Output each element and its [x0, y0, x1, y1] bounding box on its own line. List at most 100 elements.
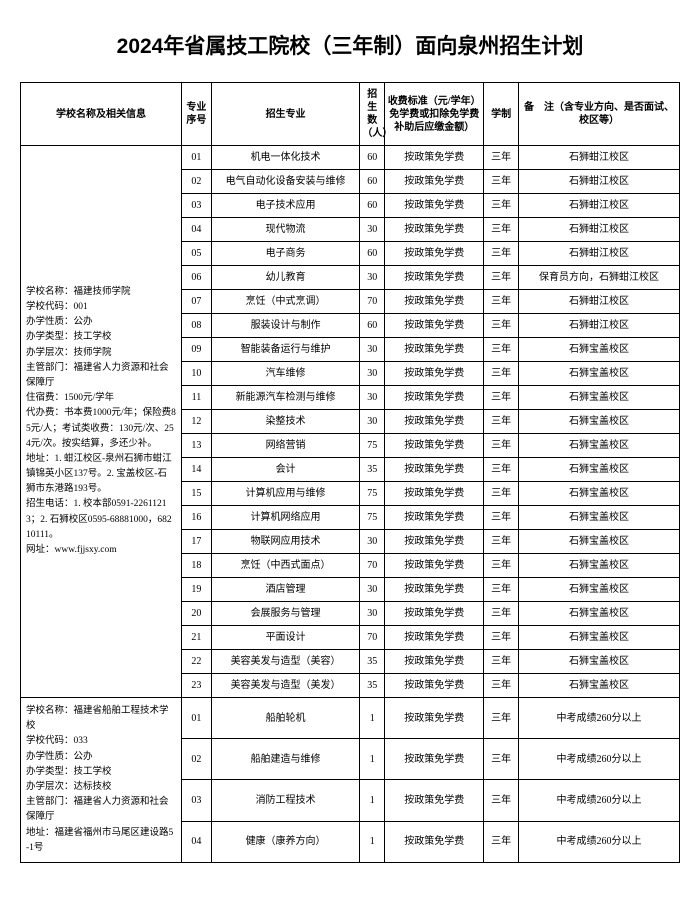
cell-system: 三年 [484, 602, 519, 626]
cell-seq: 13 [182, 434, 212, 458]
cell-count: 30 [360, 578, 385, 602]
cell-fee: 按政策免学费 [385, 410, 484, 434]
cell-major: 健康（康养方向） [211, 821, 360, 862]
cell-seq: 12 [182, 410, 212, 434]
cell-fee: 按政策免学费 [385, 674, 484, 698]
cell-count: 30 [360, 530, 385, 554]
cell-count: 30 [360, 386, 385, 410]
cell-system: 三年 [484, 821, 519, 862]
cell-remark: 中考成绩260分以上 [518, 698, 679, 739]
cell-system: 三年 [484, 506, 519, 530]
cell-fee: 按政策免学费 [385, 170, 484, 194]
cell-fee: 按政策免学费 [385, 194, 484, 218]
cell-system: 三年 [484, 780, 519, 821]
cell-fee: 按政策免学费 [385, 506, 484, 530]
cell-major: 计算机应用与维修 [211, 482, 360, 506]
cell-fee: 按政策免学费 [385, 218, 484, 242]
cell-seq: 09 [182, 338, 212, 362]
cell-major: 船舶轮机 [211, 698, 360, 739]
cell-count: 70 [360, 290, 385, 314]
cell-fee: 按政策免学费 [385, 386, 484, 410]
cell-seq: 08 [182, 314, 212, 338]
cell-count: 30 [360, 602, 385, 626]
cell-major: 电子商务 [211, 242, 360, 266]
cell-seq: 03 [182, 194, 212, 218]
cell-remark: 中考成绩260分以上 [518, 780, 679, 821]
cell-count: 1 [360, 698, 385, 739]
cell-system: 三年 [484, 626, 519, 650]
cell-major: 会计 [211, 458, 360, 482]
cell-remark: 石狮宝盖校区 [518, 410, 679, 434]
cell-system: 三年 [484, 266, 519, 290]
cell-major: 酒店管理 [211, 578, 360, 602]
cell-system: 三年 [484, 242, 519, 266]
cell-system: 三年 [484, 674, 519, 698]
cell-count: 70 [360, 554, 385, 578]
cell-seq: 06 [182, 266, 212, 290]
cell-remark: 石狮宝盖校区 [518, 386, 679, 410]
cell-major: 烹饪（中式烹调） [211, 290, 360, 314]
cell-remark: 石狮蚶江校区 [518, 290, 679, 314]
cell-fee: 按政策免学费 [385, 242, 484, 266]
cell-count: 1 [360, 821, 385, 862]
cell-system: 三年 [484, 650, 519, 674]
cell-seq: 18 [182, 554, 212, 578]
cell-count: 30 [360, 338, 385, 362]
cell-fee: 按政策免学费 [385, 780, 484, 821]
cell-remark: 石狮宝盖校区 [518, 362, 679, 386]
table-row: 学校名称：福建省船舶工程技术学校学校代码：033办学性质：公办办学类型：技工学校… [21, 698, 680, 739]
cell-major: 现代物流 [211, 218, 360, 242]
cell-major: 美容美发与造型（美发） [211, 674, 360, 698]
enrollment-table: 学校名称及相关信息 专业序号 招生专业 招生数（人） 收费标准（元/学年）免学费… [20, 82, 680, 863]
cell-seq: 11 [182, 386, 212, 410]
table-body: 学校名称：福建技师学院学校代码：001办学性质：公办办学类型：技工学校办学层次：… [21, 146, 680, 863]
cell-fee: 按政策免学费 [385, 698, 484, 739]
th-count: 招生数（人） [360, 83, 385, 146]
cell-seq: 15 [182, 482, 212, 506]
cell-system: 三年 [484, 338, 519, 362]
cell-seq: 01 [182, 698, 212, 739]
cell-major: 烹饪（中西式面点） [211, 554, 360, 578]
cell-seq: 03 [182, 780, 212, 821]
cell-seq: 02 [182, 170, 212, 194]
cell-seq: 19 [182, 578, 212, 602]
cell-count: 75 [360, 482, 385, 506]
cell-count: 60 [360, 194, 385, 218]
cell-fee: 按政策免学费 [385, 458, 484, 482]
cell-major: 会展服务与管理 [211, 602, 360, 626]
cell-remark: 石狮宝盖校区 [518, 602, 679, 626]
cell-system: 三年 [484, 386, 519, 410]
cell-fee: 按政策免学费 [385, 482, 484, 506]
cell-major: 染整技术 [211, 410, 360, 434]
cell-remark: 中考成绩260分以上 [518, 821, 679, 862]
cell-major: 电气自动化设备安装与维修 [211, 170, 360, 194]
table-row: 学校名称：福建技师学院学校代码：001办学性质：公办办学类型：技工学校办学层次：… [21, 146, 680, 170]
cell-remark: 石狮蚶江校区 [518, 170, 679, 194]
cell-system: 三年 [484, 218, 519, 242]
cell-system: 三年 [484, 458, 519, 482]
th-fee: 收费标准（元/学年）免学费或扣除免学费补助后应缴金额） [385, 83, 484, 146]
cell-seq: 02 [182, 739, 212, 780]
cell-major: 汽车维修 [211, 362, 360, 386]
cell-major: 网络营销 [211, 434, 360, 458]
cell-seq: 23 [182, 674, 212, 698]
cell-count: 1 [360, 780, 385, 821]
cell-remark: 中考成绩260分以上 [518, 739, 679, 780]
cell-remark: 石狮宝盖校区 [518, 458, 679, 482]
cell-count: 30 [360, 218, 385, 242]
cell-major: 物联网应用技术 [211, 530, 360, 554]
cell-count: 75 [360, 434, 385, 458]
cell-remark: 石狮宝盖校区 [518, 554, 679, 578]
cell-seq: 14 [182, 458, 212, 482]
cell-system: 三年 [484, 698, 519, 739]
cell-fee: 按政策免学费 [385, 146, 484, 170]
cell-major: 幼儿教育 [211, 266, 360, 290]
cell-major: 平面设计 [211, 626, 360, 650]
cell-major: 消防工程技术 [211, 780, 360, 821]
cell-major: 新能源汽车检测与维修 [211, 386, 360, 410]
cell-count: 60 [360, 314, 385, 338]
cell-fee: 按政策免学费 [385, 530, 484, 554]
cell-major: 电子技术应用 [211, 194, 360, 218]
cell-system: 三年 [484, 530, 519, 554]
cell-remark: 石狮蚶江校区 [518, 218, 679, 242]
